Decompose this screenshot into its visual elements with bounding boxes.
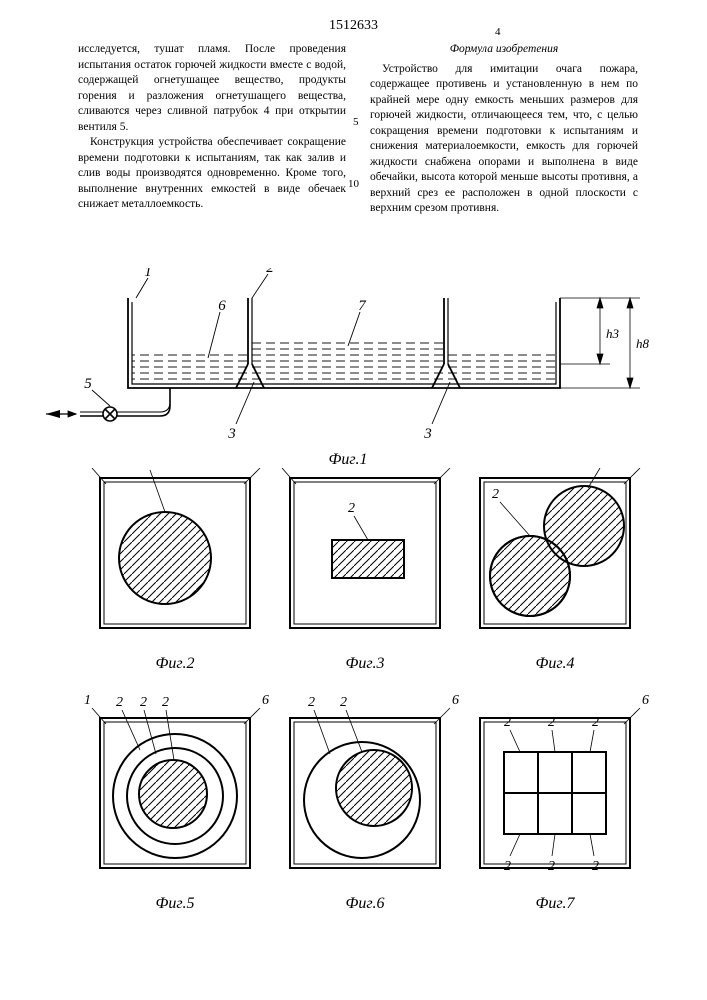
fig7-c2a: 2 (504, 715, 511, 730)
fig2-c2: 2 (144, 468, 151, 470)
fig6-c2b: 2 (340, 695, 347, 710)
fig5-c1: 1 (84, 693, 91, 708)
fig4-label: Фиг.4 (536, 655, 575, 672)
fig2-label: Фиг.2 (156, 655, 195, 672)
column-number: 4 (495, 26, 501, 38)
left-para-2: Конструкция устройства обеспечивает сокр… (78, 135, 346, 213)
fig6-c6: 6 (452, 693, 459, 708)
figs-2-7-svg: 1 2 6 Фиг.2 1 2 6 Фиг.3 2 (0, 468, 707, 948)
fig5-c2c: 2 (162, 695, 169, 710)
fig7-c2d: 2 (504, 859, 511, 874)
fig1-svg: 1 2 6 7 3 3 5 h3 h8 Фиг.1 (0, 268, 707, 468)
fig1-c5: 5 (84, 376, 92, 392)
fig1-h3: h3 (606, 326, 620, 341)
fig1-c7: 7 (358, 298, 367, 314)
fig5-label: Фиг.5 (156, 895, 195, 912)
fig7-label: Фиг.7 (536, 895, 576, 912)
page-number: 1512633 (329, 18, 378, 34)
line-marker-10: 10 (348, 178, 359, 190)
fig4-c2: 2 (492, 487, 499, 502)
fig7-c2b: 2 (548, 715, 555, 730)
fig1-c1: 1 (144, 268, 152, 280)
fig5-c2b: 2 (140, 695, 147, 710)
fig6-c2: 2 (308, 695, 315, 710)
fig3-label: Фиг.3 (346, 655, 385, 672)
right-column: Формула изобретения Устройство для имита… (370, 42, 638, 217)
fig1-h8: h8 (636, 336, 650, 351)
fig7-c2c: 2 (592, 715, 599, 730)
formula-title: Формула изобретения (370, 42, 638, 58)
fig7-c2e: 2 (548, 859, 555, 874)
fig3-c2: 2 (348, 501, 355, 516)
fig7-c6: 6 (642, 693, 649, 708)
fig6-label: Фиг.6 (346, 895, 385, 912)
fig1-label: Фиг.1 (329, 451, 368, 468)
diagrams-area: 1 2 6 7 3 3 5 h3 h8 Фиг.1 (0, 268, 707, 948)
fig1-c3a: 3 (227, 426, 236, 442)
right-para-1: Устройство для имитации очага пожара, со… (370, 62, 638, 217)
fig5-c6: 6 (262, 693, 269, 708)
line-marker-5: 5 (353, 116, 359, 128)
fig5-c2: 2 (116, 695, 123, 710)
fig7-c2f: 2 (592, 859, 599, 874)
left-column: исследуется, тушат пламя. После проведен… (78, 42, 346, 213)
fig1-c6: 6 (218, 298, 226, 314)
left-para-1: исследуется, тушат пламя. После проведен… (78, 42, 346, 135)
fig1-c3b: 3 (423, 426, 432, 442)
fig1-c2: 2 (266, 268, 274, 276)
